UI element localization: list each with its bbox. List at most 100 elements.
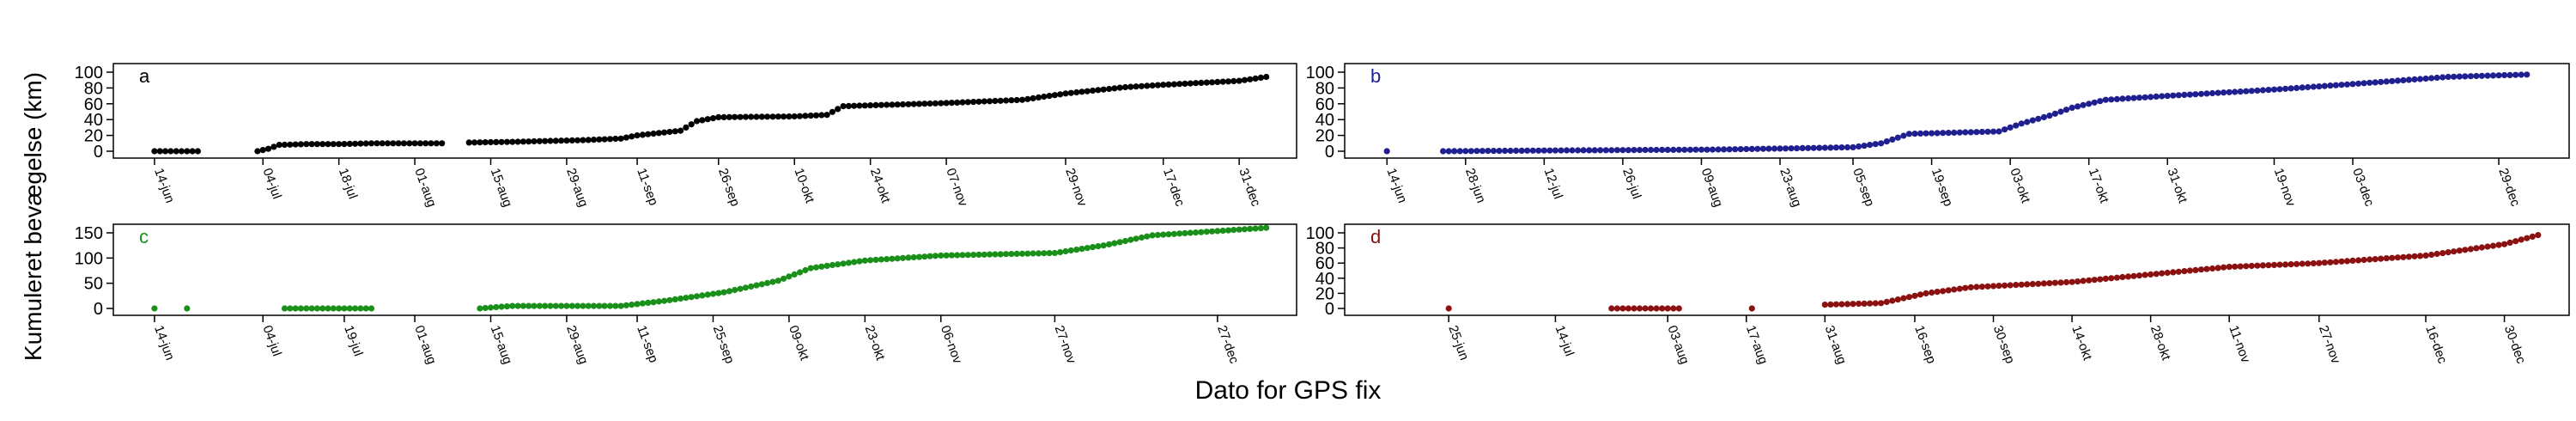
data-point (1945, 130, 1952, 137)
data-point (1467, 148, 1474, 155)
data-point (1642, 305, 1649, 312)
data-point (276, 142, 283, 149)
data-point (617, 135, 624, 142)
data-point (2142, 94, 2148, 101)
data-point (2456, 73, 2463, 80)
data-point (1057, 248, 1064, 256)
data-point (639, 300, 647, 307)
data-point (1445, 148, 1452, 155)
data-point (330, 305, 337, 312)
data-point (574, 302, 581, 309)
data-point (1929, 289, 1935, 296)
data-point (313, 141, 320, 148)
data-point (2197, 266, 2205, 273)
data-point (2524, 71, 2530, 78)
data-point (2108, 96, 2115, 103)
data-point (910, 253, 917, 261)
data-point (1149, 82, 1156, 89)
data-point (1675, 146, 1682, 153)
data-point (1219, 227, 1226, 235)
data-point (2186, 91, 2193, 98)
data-point (921, 101, 928, 107)
data-point (1704, 146, 1710, 153)
x-tick-label: 29-dec (2495, 167, 2523, 209)
data-point (688, 294, 695, 301)
x-tick-label: 27-nov (1052, 324, 1079, 366)
data-point (623, 302, 630, 308)
data-point (1008, 97, 1015, 104)
x-tick-label: 29-aug (563, 324, 591, 367)
data-point (2208, 89, 2216, 97)
data-point (259, 147, 266, 154)
data-point (1905, 131, 1912, 137)
data-point (514, 138, 521, 145)
x-tick-label: 27-dec (1214, 324, 1242, 366)
data-point (1940, 130, 1947, 137)
data-point (2428, 251, 2435, 259)
x-tick-label: 07-nov (943, 167, 970, 209)
data-point (1575, 147, 1582, 154)
data-point (1940, 288, 1947, 295)
data-point (1193, 229, 1200, 236)
data-point (1241, 76, 1249, 83)
data-point (1078, 246, 1085, 253)
x-tick-label: 23-okt (862, 324, 889, 363)
data-point (878, 101, 884, 108)
data-point (856, 258, 863, 265)
data-point (1154, 82, 1161, 88)
data-point (2400, 253, 2407, 260)
x-tick-label: 17-dec (1160, 167, 1188, 209)
data-point (1224, 78, 1232, 85)
data-point (2338, 258, 2345, 265)
y-tick-label: 100 (1306, 64, 1334, 82)
data-point (2416, 253, 2424, 259)
data-point (802, 266, 809, 274)
data-point (742, 284, 750, 291)
data-point (732, 113, 738, 120)
data-point (899, 101, 907, 108)
data-point (585, 137, 592, 143)
data-point (1138, 234, 1145, 241)
x-tick-label: 04-jul (259, 324, 284, 358)
x-tick-label: 26-jul (1619, 167, 1644, 201)
data-point (1923, 130, 1929, 137)
x-tick-label: 16-sep (1911, 324, 1939, 366)
data-point (1198, 229, 1205, 235)
x-tick-label: 19-jul (341, 324, 366, 358)
data-point (2270, 261, 2278, 268)
data-point (2518, 236, 2524, 243)
data-point (2142, 272, 2148, 278)
data-point (161, 148, 169, 155)
data-point (2119, 95, 2126, 102)
data-point (1035, 250, 1042, 257)
data-point (1558, 147, 1564, 154)
data-point (1008, 251, 1015, 258)
data-point (606, 302, 614, 309)
data-point (1030, 95, 1036, 101)
data-point (861, 102, 868, 109)
data-point (650, 299, 657, 306)
data-point (580, 302, 586, 309)
data-point (2057, 279, 2064, 286)
data-point (1490, 148, 1498, 155)
data-point (2170, 269, 2177, 276)
data-point (1900, 132, 1907, 139)
data-point (308, 305, 315, 312)
data-point (1732, 146, 1739, 153)
data-point (791, 113, 798, 120)
data-point (1794, 145, 1801, 152)
data-point (726, 113, 733, 120)
data-point (737, 113, 744, 120)
data-point (1513, 147, 1520, 154)
x-tick-label: 31-dec (1236, 167, 1263, 209)
data-point (352, 140, 359, 147)
data-point (1160, 82, 1167, 88)
data-point (2394, 254, 2401, 261)
data-point (1209, 79, 1216, 86)
data-point (1176, 81, 1183, 88)
data-point (601, 302, 608, 309)
data-point (1698, 146, 1705, 153)
data-point (1737, 146, 1744, 153)
